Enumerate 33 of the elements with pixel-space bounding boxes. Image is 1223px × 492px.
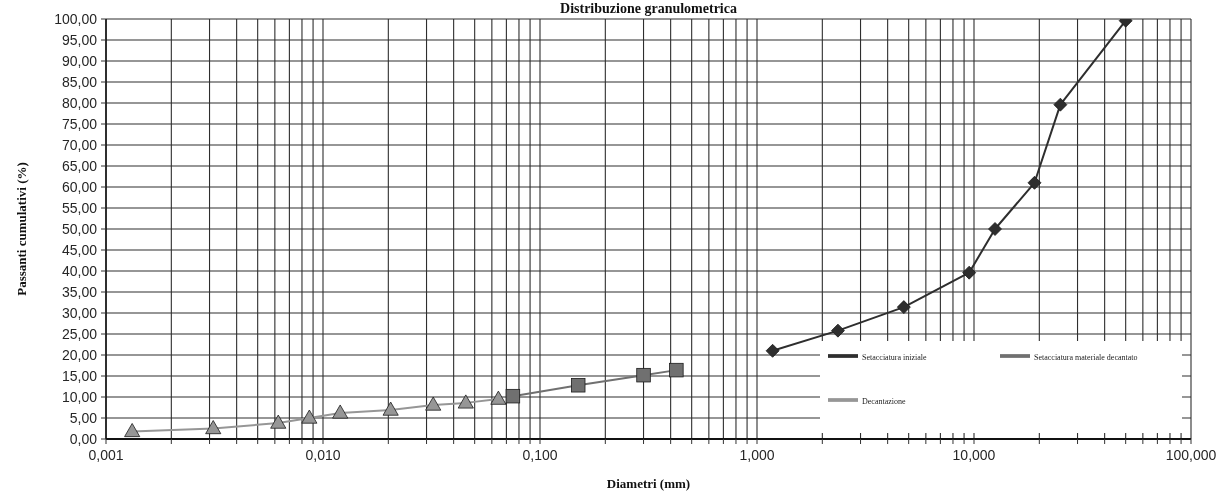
y-tick-label: 75,00 [61,115,98,132]
x-tick-label: 0,001 [88,446,124,463]
y-tick-label: 40,00 [61,262,98,279]
y-tick-label: 80,00 [61,94,98,111]
y-tick-label: 70,00 [61,136,98,153]
y-tick-label: 25,00 [61,325,98,342]
y-tick-label: 45,00 [61,241,98,258]
y-tick-label: 50,00 [61,220,98,237]
x-tick-label: 10,000 [952,446,996,463]
y-tick-label: 15,00 [61,367,98,384]
x-tick-label: 0,010 [305,446,341,463]
y-tick-label: 10,00 [61,388,98,405]
x-tick-label: 1,000 [739,446,775,463]
legend-label: Setacciatura iniziale [862,352,927,362]
y-tick-label: 35,00 [61,283,98,300]
chart-title: Distribuzione granulometrica [559,0,738,17]
x-axis-title: Diametri (mm) [605,476,692,492]
y-tick-label: 65,00 [61,157,98,174]
x-tick-label: 100,000 [1165,446,1217,463]
legend-label: Setacciatura materiale decantato [1034,352,1138,362]
y-tick-label: 55,00 [61,199,98,216]
y-tick-label: 30,00 [61,304,98,321]
y-tick-label: 60,00 [61,178,98,195]
legend-label: Decantazione [862,396,906,406]
y-tick-label: 100,00 [54,10,98,27]
y-tick-label: 5,00 [69,409,98,426]
y-tick-label: 20,00 [61,346,98,363]
y-tick-label: 95,00 [61,31,98,48]
x-tick-label: 0,100 [522,446,558,463]
y-tick-label: 90,00 [61,52,98,69]
y-tick-label: 0,00 [69,430,98,447]
y-axis-title: Passanti cumulativi (%) [14,161,30,298]
y-tick-label: 85,00 [61,73,98,90]
